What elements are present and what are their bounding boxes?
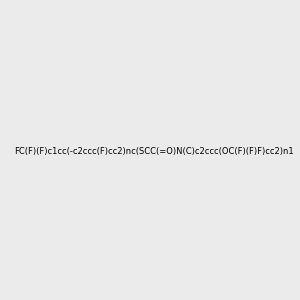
Text: FC(F)(F)c1cc(-c2ccc(F)cc2)nc(SCC(=O)N(C)c2ccc(OC(F)(F)F)cc2)n1: FC(F)(F)c1cc(-c2ccc(F)cc2)nc(SCC(=O)N(C)… <box>14 147 294 156</box>
